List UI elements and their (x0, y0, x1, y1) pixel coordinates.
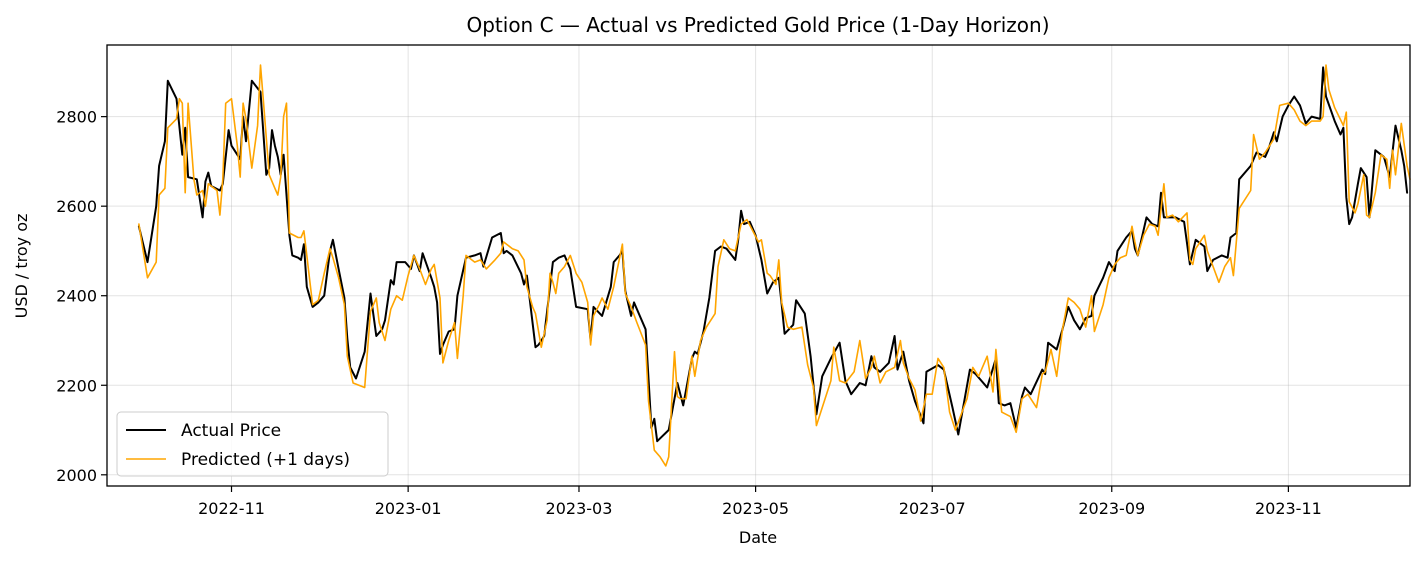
y-tick-label: 2200 (56, 376, 97, 395)
y-tick-label: 2400 (56, 287, 97, 306)
y-axis-title: USD / troy oz (12, 214, 31, 319)
legend-label-predicted: Predicted (+1 days) (181, 450, 350, 470)
legend-box (116, 411, 389, 477)
plot-frame (106, 44, 1411, 487)
x-tick-label: 2023-03 (546, 499, 613, 518)
x-tick-label: 2023-05 (722, 499, 789, 518)
x-tick-label: 2023-01 (375, 499, 442, 518)
chart-title: Option C — Actual vs Predicted Gold Pric… (466, 13, 1049, 37)
ticks: 2022-11 2023-01 2023-03 2023-05 2023-07 2023-… (56, 108, 1322, 518)
x-tick-label: 2022-11 (198, 499, 265, 518)
x-tick-label: 2023-09 (1078, 499, 1145, 518)
y-tick-label: 2600 (56, 197, 97, 216)
series-layer (137, 64, 1411, 467)
legend-label-actual: Actual Price (181, 421, 281, 441)
y-tick-label: 2000 (56, 466, 97, 485)
legend: Actual Price Predicted (+1 days) (116, 411, 389, 477)
predicted-price-line (138, 64, 1411, 467)
y-tick-label: 2800 (56, 108, 97, 127)
x-axis-title: Date (739, 528, 777, 547)
x-tick-label: 2023-07 (899, 499, 966, 518)
x-tick-label: 2023-11 (1255, 499, 1322, 518)
